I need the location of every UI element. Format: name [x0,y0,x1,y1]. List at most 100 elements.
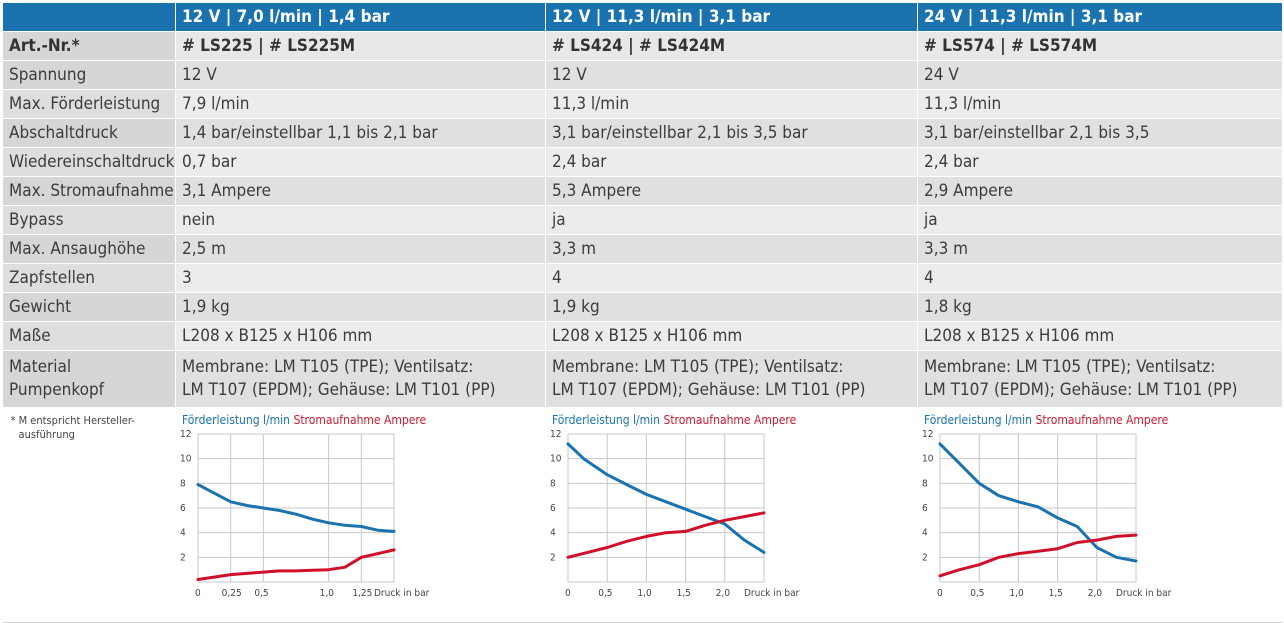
label-line: Pumpenkopf [9,380,105,400]
x-tick-label: 1,0 [320,588,335,599]
cell: 24 V [917,60,1283,90]
header-corner [2,2,176,32]
cell: 1,9 kg [175,292,546,322]
chart-legend: Förderleistung l/min Stromaufnahme Amper… [919,409,1282,429]
table-row: Max. Förderleistung 7,9 l/min 11,3 l/min 11… [2,89,1283,119]
cell: Membrane: LM T105 (TPE); Ventilsatz: LM T… [175,350,546,408]
x-axis-label: Druck in bar [1116,588,1172,599]
material-line: LM T107 (EPDM); Gehäuse: LM T101 (PP) [552,380,866,400]
y-tick-label: 6 [550,503,556,514]
current-series-line [566,511,766,559]
cell: 1,8 kg [917,292,1283,322]
legend-flow: Förderleistung l/min [924,413,1033,427]
flow-series-line [938,442,1138,563]
row-label: Spannung [2,60,176,90]
cell: 3,1 Ampere [175,176,546,206]
cell: 3,1 bar/einstellbar 2,1 bis 3,5 bar [545,118,918,148]
y-tick-label: 4 [922,528,928,539]
row-label: Maße [2,321,176,351]
header-col-3: 24 V | 11,3 l/min | 3,1 bar [917,2,1283,32]
y-tick-label: 10 [550,454,562,465]
material-line: Membrane: LM T105 (TPE); Ventilsatz: [924,357,1216,377]
x-tick-label: 0 [195,588,201,599]
chart-cell-1: Förderleistung l/min Stromaufnahme Amper… [175,407,546,623]
header-row: 12 V | 7,0 l/min | 1,4 bar 12 V | 11,3 l… [2,2,1283,32]
chart-cell-2: Förderleistung l/min Stromaufnahme Amper… [545,407,918,623]
x-tick-label: 1,5 [1049,588,1063,599]
y-tick-label: 12 [180,429,191,440]
chart-legend: Förderleistung l/min Stromaufnahme Amper… [547,409,917,429]
x-tick-label: 0,5 [970,588,984,599]
cell: 7,9 l/min [175,89,546,119]
y-tick-label: 4 [180,528,186,539]
y-tick-label: 8 [922,478,928,489]
cell: 2,5 m [175,234,546,264]
cell: Membrane: LM T105 (TPE); Ventilsatz: LM T… [545,350,918,408]
table-row: Abschaltdruck 1,4 bar/einstellbar 1,1 bis… [2,118,1283,148]
y-tick-label: 2 [922,552,928,563]
cell: 2,9 Ampere [917,176,1283,206]
cell: L208 x B125 x H106 mm [175,321,546,351]
row-label: Wiedereinschaltdruck [2,147,176,177]
header-col-2: 12 V | 11,3 l/min | 3,1 bar [545,2,918,32]
x-tick-label: 1,25 [352,588,372,599]
cell: 11,3 l/min [545,89,918,119]
material-line: Membrane: LM T105 (TPE); Ventilsatz: [552,357,844,377]
cell: L208 x B125 x H106 mm [917,321,1283,351]
table-row: Bypass nein ja ja [2,205,1283,235]
cell: 1,4 bar/einstellbar 1,1 bis 2,1 bar [175,118,546,148]
y-tick-label: 8 [550,478,556,489]
row-label: Material Pumpenkopf [2,350,176,408]
chart-legend: Förderleistung l/min Stromaufnahme Amper… [177,409,545,429]
cell: # LS225 | # LS225M [175,31,546,61]
material-line: LM T107 (EPDM); Gehäuse: LM T101 (PP) [182,380,496,400]
footnote: * M entspricht Hersteller- ausführung [2,407,176,623]
y-tick-label: 6 [922,503,928,514]
row-label: Zapfstellen [2,263,176,293]
material-line: Membrane: LM T105 (TPE); Ventilsatz: [182,357,474,377]
x-axis-label: Druck in bar [374,588,430,599]
row-label: Abschaltdruck [2,118,176,148]
y-tick-label: 12 [550,429,561,440]
x-tick-label: 0 [565,588,571,599]
table-row: Max. Ansaughöhe 2,5 m 3,3 m 3,3 m [2,234,1283,264]
chart-cell-3: Förderleistung l/min Stromaufnahme Amper… [917,407,1283,623]
material-row: Material Pumpenkopf Membrane: LM T105 (TP… [2,350,1283,408]
chart-3: 2 4 6 8 10 12 0 0,5 1,0 1,5 2,0 Druck in bar [922,429,1172,599]
cell: ja [545,205,918,235]
x-tick-label: 0,5 [598,588,612,599]
cell: 2,4 bar [545,147,918,177]
row-label: Max. Ansaughöhe [2,234,176,264]
chart-2: 2 4 6 8 10 12 0 0,5 1,0 1,5 2,0 Druck in bar [550,429,800,599]
y-tick-label: 2 [180,552,186,563]
chart-1: 2 4 6 8 10 12 0 0,25 0,5 1,0 1,25 Druck in bar [180,429,430,599]
flow-series-line [196,483,396,533]
row-label: Max. Förderleistung [2,89,176,119]
label-line: Material [9,357,72,377]
x-tick-label: 0,25 [222,588,242,599]
legend-flow: Förderleistung l/min [552,413,661,427]
x-tick-label: 0 [937,588,943,599]
cell: # LS424 | # LS424M [545,31,918,61]
cell: 5,3 Ampere [545,176,918,206]
header-col-1: 12 V | 7,0 l/min | 1,4 bar [175,2,546,32]
y-tick-label: 10 [180,454,192,465]
cell: 12 V [175,60,546,90]
cell: 4 [917,263,1283,293]
cell: 2,4 bar [917,147,1283,177]
cell: Membrane: LM T105 (TPE); Ventilsatz: LM T… [917,350,1283,408]
legend-current: Stromaufnahme Ampere [293,413,427,427]
y-tick-label: 4 [550,528,556,539]
cell: # LS574 | # LS574M [917,31,1283,61]
cell: 4 [545,263,918,293]
flow-series-line [566,442,766,554]
table-row: Zapfstellen 3 4 4 [2,263,1283,293]
table-row: Max. Stromaufnahme 3,1 Ampere 5,3 Ampere 2,… [2,176,1283,206]
row-label: Gewicht [2,292,176,322]
footnote-line: * M entspricht Hersteller- [10,414,135,427]
cell: ja [917,205,1283,235]
x-axis-label: Druck in bar [744,588,800,599]
x-tick-label: 1,0 [637,588,652,599]
row-label: Max. Stromaufnahme [2,176,176,206]
